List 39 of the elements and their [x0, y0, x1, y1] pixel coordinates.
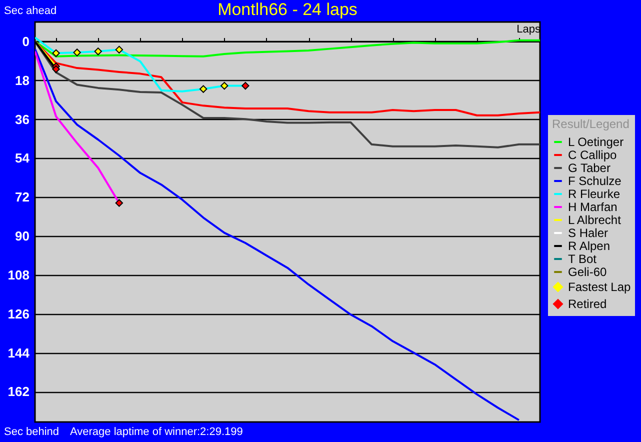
point — [94, 48, 102, 56]
y-tick-label: 0 — [22, 34, 30, 49]
y-tick-label: 144 — [8, 345, 30, 360]
y-tick-label: 72 — [15, 190, 30, 205]
y-tick-label: 90 — [15, 228, 30, 244]
legend-label: H Marfan — [568, 200, 618, 214]
point — [199, 85, 208, 93]
point — [52, 65, 60, 73]
text: Sec behind — [4, 426, 60, 438]
legend-label: R Alpen — [568, 239, 610, 253]
y-tick-label: 162 — [8, 384, 30, 400]
point — [73, 48, 81, 56]
legend-label: Retired — [568, 297, 607, 311]
text: Average laptime of winner:2:29.199 — [70, 426, 243, 438]
y-tick-label: 36 — [15, 112, 30, 127]
legend-label: S Haler — [568, 226, 608, 240]
legend-label: L Oetinger — [568, 135, 624, 149]
legend-label: F Schulze — [568, 174, 622, 188]
text: Sec ahead — [4, 5, 57, 17]
point — [52, 49, 60, 57]
point — [115, 199, 124, 207]
y-tick-label: 54 — [15, 150, 30, 166]
x-axis-title: Laps — [516, 23, 541, 36]
legend-label: T Bot — [568, 252, 598, 266]
legend-label: Geli-60 — [568, 265, 608, 279]
y-tick-label: 126 — [8, 306, 30, 322]
point — [242, 82, 250, 90]
legend-label: R Fleurke — [568, 187, 620, 201]
legend-label: L Albrecht — [568, 213, 622, 227]
line-series — [35, 48, 520, 422]
legend-label: C Callipo — [568, 148, 618, 162]
y-tick-label: 108 — [8, 267, 30, 282]
chart-title: Montlh66 - 24 laps — [218, 0, 358, 19]
point — [220, 82, 228, 90]
point — [115, 46, 124, 54]
legend-title: Result/Legend — [552, 117, 630, 131]
legend-label: G Taber — [568, 161, 610, 175]
y-tick-label: 18 — [15, 72, 30, 88]
legend-label: Fastest Lap — [568, 280, 632, 294]
